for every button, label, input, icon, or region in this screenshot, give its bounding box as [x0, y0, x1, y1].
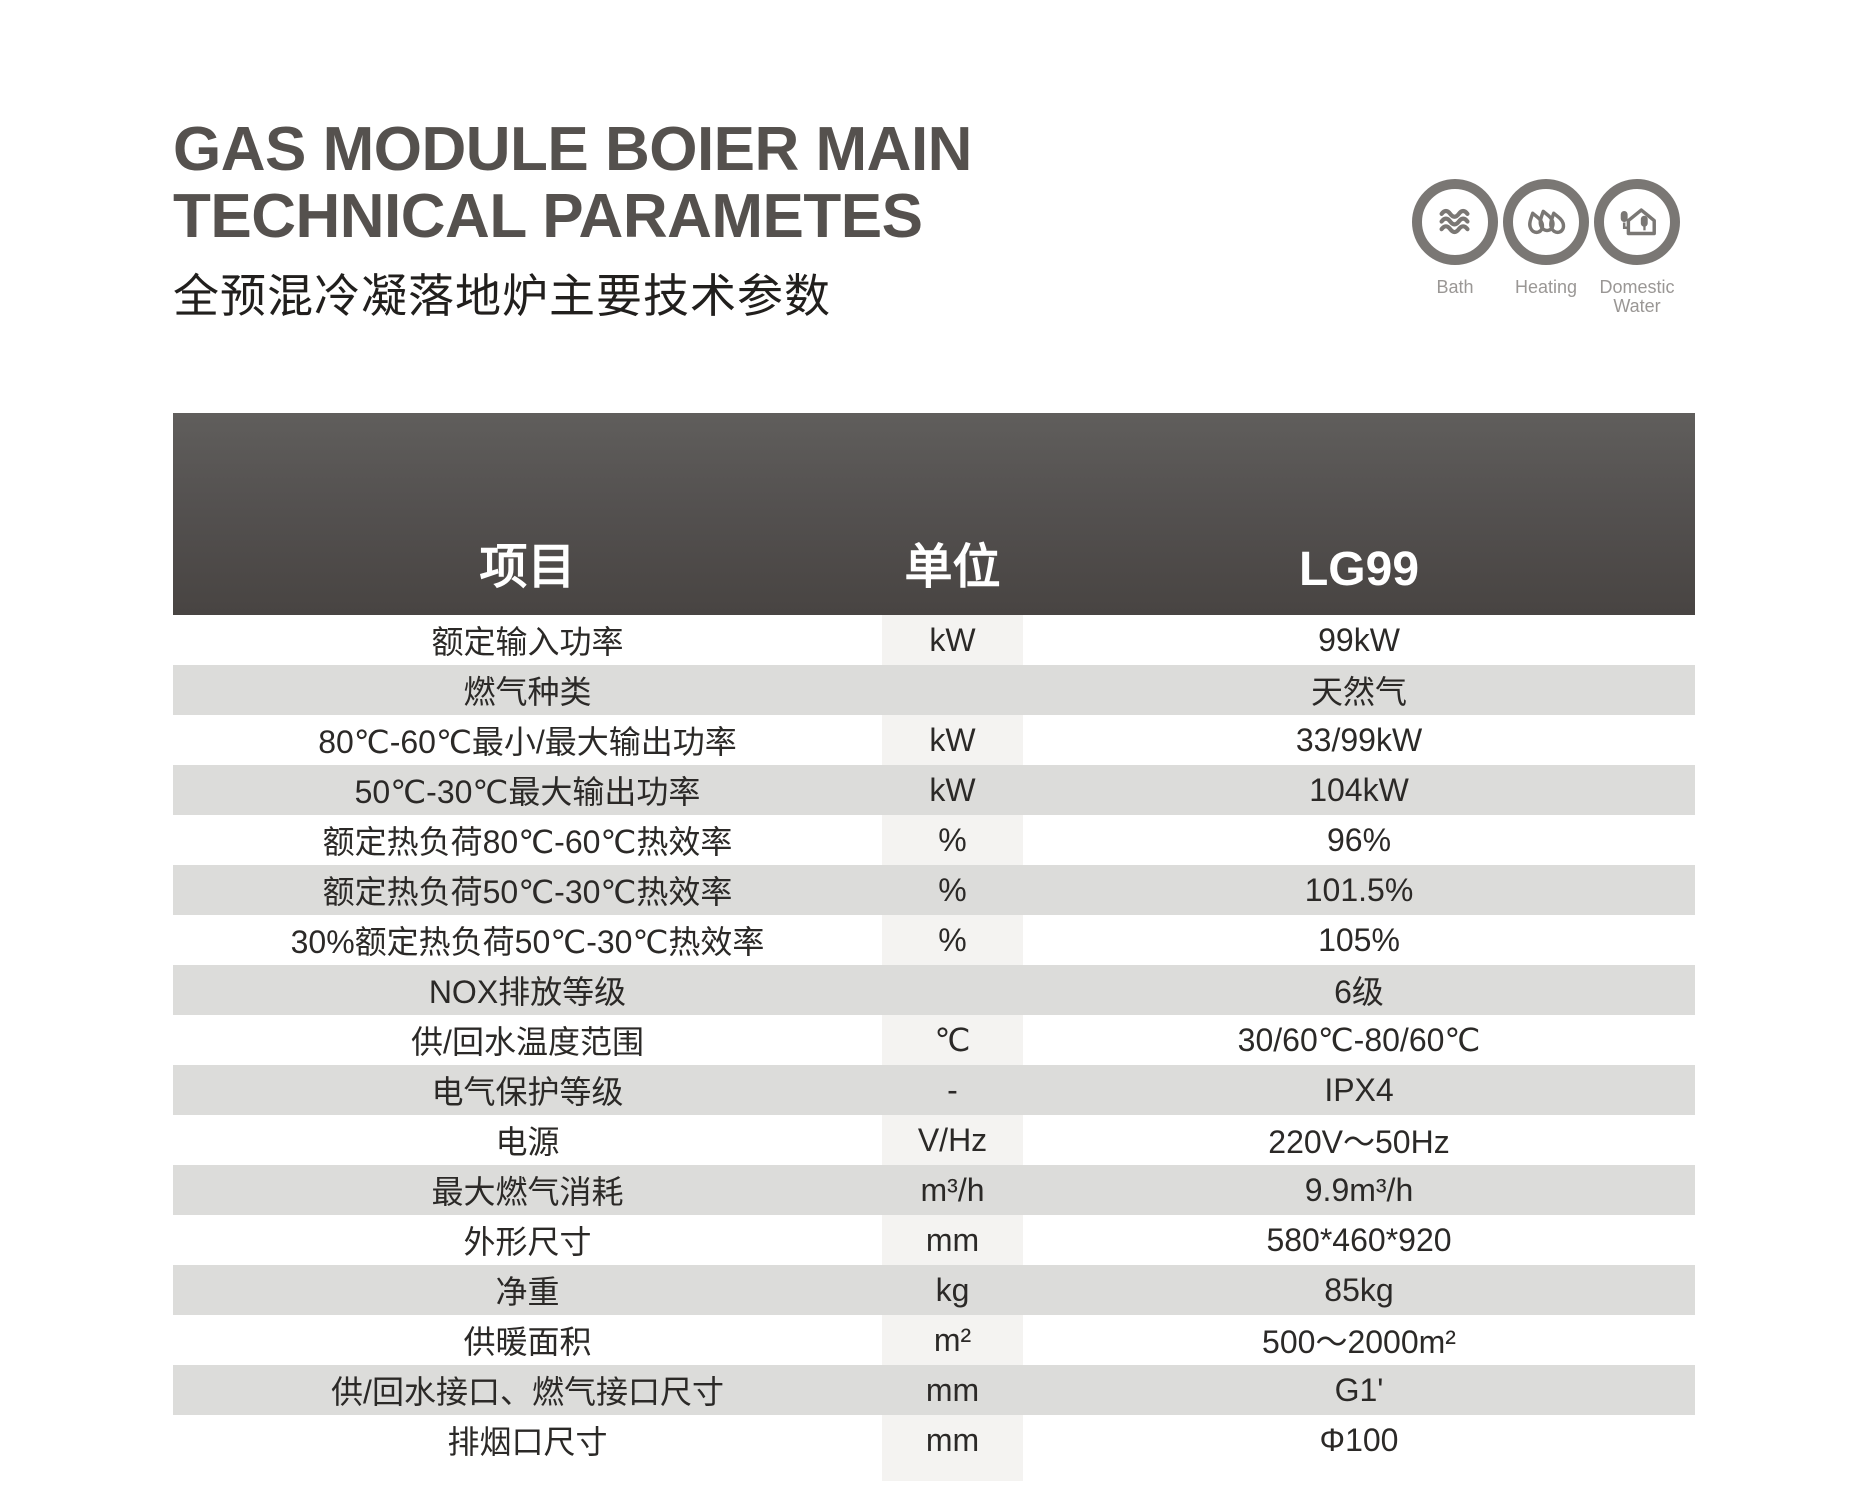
- table-row: 外形尺寸 mm 580*460*920: [173, 1215, 1695, 1265]
- unit-cell: V/Hz: [882, 1115, 1023, 1165]
- item-cell: NOX排放等级: [428, 974, 627, 1010]
- table-row: 供/回水接口、燃气接口尺寸 mm G1': [173, 1365, 1695, 1415]
- value-cell: 30/60℃-80/60℃: [1237, 1022, 1481, 1058]
- unit-cell: kg: [935, 1271, 970, 1308]
- value-cell: 220V～50Hz: [1268, 1124, 1450, 1160]
- column-header-model: LG99: [1298, 543, 1420, 596]
- value-cell: 85kg: [1324, 1271, 1394, 1308]
- value-cell: 104kW: [1309, 771, 1409, 808]
- value-cell: 9.9m³/h: [1304, 1171, 1414, 1208]
- spec-table: 项目 单位 LG99 额定输入功率 kW 99kW 燃气种类 天然气 80℃-6…: [173, 413, 1695, 1481]
- unit-cell: [882, 965, 1023, 1015]
- table-row: 排烟口尺寸 mm Φ100: [173, 1415, 1695, 1465]
- table-row: 净重 kg 85kg: [173, 1265, 1695, 1315]
- table-row: 供/回水温度范围 ℃ 30/60℃-80/60℃: [173, 1015, 1695, 1065]
- unit-cell: m³/h: [920, 1171, 985, 1208]
- unit-column-tail: [882, 1465, 1023, 1481]
- unit-cell: %: [938, 871, 967, 908]
- table-row: 30%额定热负荷50℃-30℃热效率 % 105%: [173, 915, 1695, 965]
- value-cell: 99kW: [1318, 621, 1400, 658]
- value-cell: 天然气: [1310, 674, 1407, 710]
- table-header-row: 项目 单位 LG99: [173, 413, 1695, 615]
- feature-domestic-water: Domestic Water: [1594, 179, 1680, 316]
- feature-heating: Heating: [1503, 179, 1589, 316]
- table-row: 燃气种类 天然气: [173, 665, 1695, 715]
- value-cell: 500～2000m²: [1262, 1324, 1456, 1360]
- item-cell: 额定热负荷50℃-30℃热效率: [322, 874, 733, 910]
- feature-icon-group: Bath Heating: [1412, 179, 1680, 316]
- unit-cell: %: [882, 815, 1023, 865]
- item-cell: 额定热负荷80℃-60℃热效率: [322, 824, 733, 860]
- item-cell: 30%额定热负荷50℃-30℃热效率: [290, 924, 765, 960]
- page-title-line2: TECHNICAL PARAMETES: [173, 182, 923, 251]
- unit-cell: mm: [882, 1215, 1023, 1265]
- value-cell: 33/99kW: [1295, 721, 1423, 758]
- table-row: 额定输入功率 kW 99kW: [173, 615, 1695, 665]
- heating-icon-label: Heating: [1514, 277, 1578, 297]
- item-cell: 外形尺寸: [463, 1224, 592, 1260]
- table-row: 供暖面积 m² 500～2000m²: [173, 1315, 1695, 1365]
- table-body: 额定输入功率 kW 99kW 燃气种类 天然气 80℃-60℃最小/最大输出功率…: [173, 615, 1695, 1465]
- item-cell: 净重: [495, 1274, 560, 1310]
- item-cell: 50℃-30℃最大输出功率: [354, 774, 701, 810]
- item-cell: 排烟口尺寸: [447, 1424, 608, 1460]
- item-cell: 最大燃气消耗: [431, 1174, 624, 1210]
- unit-cell: [882, 665, 1023, 715]
- value-cell: 6级: [1334, 974, 1384, 1010]
- value-cell: IPX4: [1324, 1071, 1394, 1108]
- unit-cell: -: [947, 1071, 958, 1108]
- item-cell: 电气保护等级: [431, 1074, 624, 1110]
- domestic-water-icon: [1594, 179, 1680, 265]
- table-row: NOX排放等级 6级: [173, 965, 1695, 1015]
- table-row: 80℃-60℃最小/最大输出功率 kW 33/99kW: [173, 715, 1695, 765]
- item-cell: 额定输入功率: [431, 624, 624, 660]
- title-block: GAS MODULE BOIER MAIN TECHNICAL PARAMETE…: [173, 116, 972, 326]
- table-row: 电源 V/Hz 220V～50Hz: [173, 1115, 1695, 1165]
- value-cell: 96%: [1326, 821, 1392, 858]
- unit-cell: kW: [929, 771, 976, 808]
- item-cell: 供/回水接口、燃气接口尺寸: [331, 1374, 724, 1410]
- table-row: 最大燃气消耗 m³/h 9.9m³/h: [173, 1165, 1695, 1215]
- value-cell: 105%: [1318, 921, 1400, 958]
- table-row: 50℃-30℃最大输出功率 kW 104kW: [173, 765, 1695, 815]
- item-cell: 电源: [495, 1124, 560, 1160]
- feature-bath: Bath: [1412, 179, 1498, 316]
- table-row: 电气保护等级 - IPX4: [173, 1065, 1695, 1115]
- value-cell: Φ100: [1319, 1421, 1399, 1458]
- page-subtitle-cn: 全预混冷凝落地炉主要技术参数: [173, 270, 831, 322]
- column-header-item: 项目: [479, 541, 576, 594]
- domestic-water-icon-label: Domestic Water: [1599, 277, 1675, 316]
- unit-cell: ℃: [882, 1015, 1023, 1065]
- item-cell: 燃气种类: [463, 674, 592, 710]
- unit-cell: m²: [882, 1315, 1023, 1365]
- item-cell: 供/回水温度范围: [411, 1024, 644, 1060]
- unit-cell: kW: [882, 615, 1023, 665]
- item-cell: 80℃-60℃最小/最大输出功率: [318, 724, 737, 760]
- value-cell: 580*460*920: [1266, 1221, 1452, 1258]
- unit-cell: mm: [882, 1415, 1023, 1465]
- unit-cell: %: [882, 915, 1023, 965]
- table-row: 额定热负荷50℃-30℃热效率 % 101.5%: [173, 865, 1695, 915]
- value-cell: G1': [1334, 1371, 1384, 1408]
- bath-icon: [1412, 179, 1498, 265]
- table-row: 额定热负荷80℃-60℃热效率 % 96%: [173, 815, 1695, 865]
- bath-icon-label: Bath: [1436, 277, 1474, 297]
- item-cell: 供暖面积: [463, 1324, 592, 1360]
- unit-cell: kW: [882, 715, 1023, 765]
- heating-icon: [1503, 179, 1589, 265]
- column-header-unit: 单位: [904, 541, 1001, 594]
- unit-cell: mm: [925, 1371, 980, 1408]
- value-cell: 101.5%: [1304, 871, 1414, 908]
- page-title-line1: GAS MODULE BOIER MAIN: [173, 115, 972, 184]
